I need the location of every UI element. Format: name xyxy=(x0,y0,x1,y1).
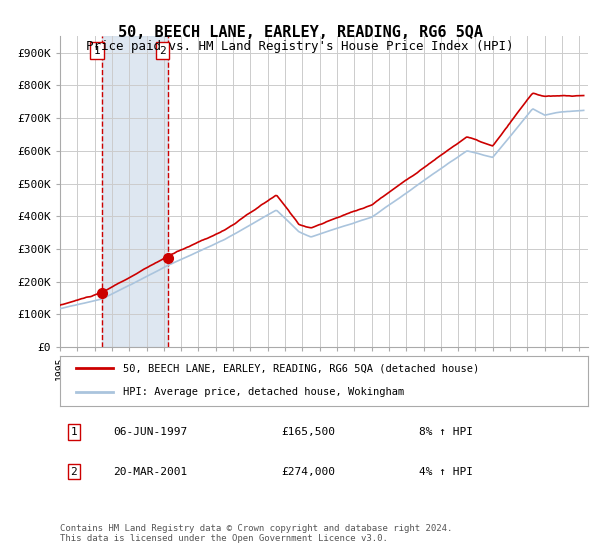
Text: 50, BEECH LANE, EARLEY, READING, RG6 5QA (detached house): 50, BEECH LANE, EARLEY, READING, RG6 5QA… xyxy=(124,363,479,373)
Text: 1: 1 xyxy=(71,427,77,437)
Text: 06-JUN-1997: 06-JUN-1997 xyxy=(113,427,187,437)
Text: Price paid vs. HM Land Registry's House Price Index (HPI): Price paid vs. HM Land Registry's House … xyxy=(86,40,514,53)
Text: 2: 2 xyxy=(159,46,166,56)
Text: 20-MAR-2001: 20-MAR-2001 xyxy=(113,466,187,477)
Text: 8% ↑ HPI: 8% ↑ HPI xyxy=(419,427,473,437)
Text: 1: 1 xyxy=(94,46,100,56)
Bar xyxy=(102,36,167,347)
Text: HPI: Average price, detached house, Wokingham: HPI: Average price, detached house, Woki… xyxy=(124,387,404,397)
Text: 2: 2 xyxy=(71,466,77,477)
Text: Contains HM Land Registry data © Crown copyright and database right 2024.
This d: Contains HM Land Registry data © Crown c… xyxy=(60,524,452,543)
Text: 50, BEECH LANE, EARLEY, READING, RG6 5QA: 50, BEECH LANE, EARLEY, READING, RG6 5QA xyxy=(118,25,482,40)
Text: 4% ↑ HPI: 4% ↑ HPI xyxy=(419,466,473,477)
Text: £165,500: £165,500 xyxy=(282,427,336,437)
Text: £274,000: £274,000 xyxy=(282,466,336,477)
